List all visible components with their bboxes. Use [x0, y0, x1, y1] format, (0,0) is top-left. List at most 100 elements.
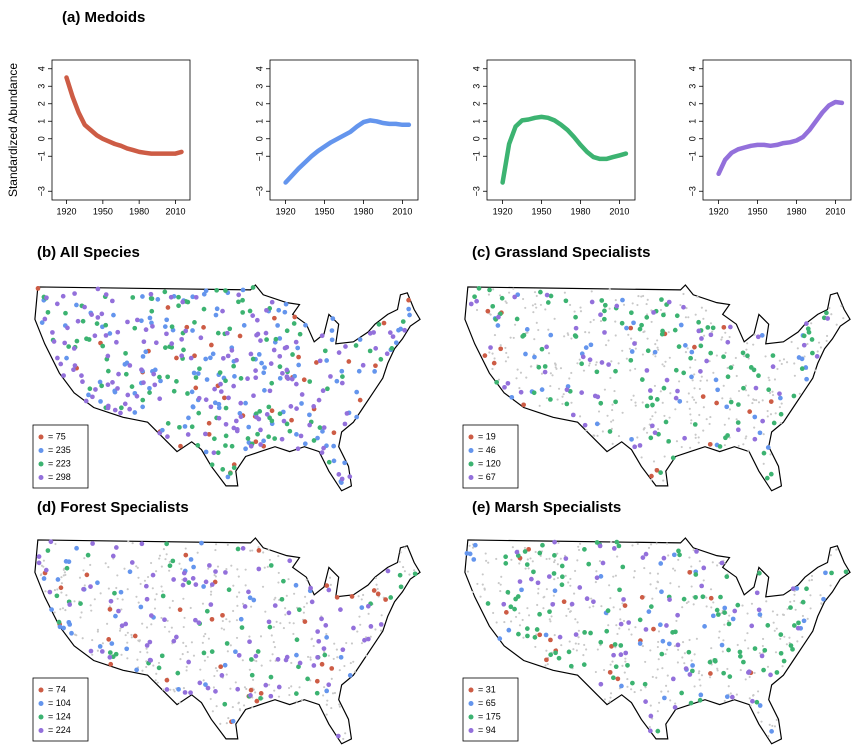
site-point [125, 319, 130, 325]
y-tick-label: 1 [471, 119, 481, 124]
site-point-background [647, 546, 651, 549]
site-point [613, 368, 618, 374]
site-point [320, 428, 325, 434]
site-point [107, 331, 113, 336]
site-point-background [761, 644, 764, 648]
site-point-background [602, 668, 606, 672]
site-point [201, 584, 206, 589]
site-point-background [778, 406, 781, 409]
site-point-background [708, 360, 711, 363]
site-point [671, 552, 677, 558]
site-point [186, 415, 191, 421]
site-point [524, 562, 530, 567]
site-point [65, 325, 70, 331]
site-point [254, 317, 260, 323]
site-point [74, 302, 79, 308]
site-point-background [83, 557, 86, 560]
site-point [190, 576, 196, 581]
site-point [594, 540, 600, 545]
site-point [639, 322, 644, 328]
site-point-background [609, 597, 612, 600]
us-outline [464, 537, 851, 745]
site-point-background [656, 710, 659, 713]
site-point-background [592, 605, 595, 608]
site-point [388, 595, 394, 600]
site-point [667, 597, 672, 602]
site-point-background [621, 664, 624, 667]
site-point [49, 607, 54, 612]
site-point [476, 286, 482, 291]
site-point-background [732, 364, 735, 367]
site-point-background [680, 445, 683, 449]
site-point-background [627, 628, 631, 631]
site-point [294, 432, 299, 437]
site-point [659, 651, 665, 657]
site-point-background [356, 630, 359, 633]
site-point [790, 586, 796, 592]
site-point [127, 569, 133, 575]
site-point-background [556, 552, 559, 555]
site-point [746, 669, 752, 675]
site-point [690, 663, 695, 668]
site-point [623, 650, 629, 656]
site-point [84, 572, 90, 578]
site-point-background [380, 614, 383, 617]
x-tick-label: 1920 [276, 206, 296, 216]
site-point-background [775, 718, 778, 722]
site-point-background [154, 598, 157, 601]
site-point-background [780, 402, 783, 405]
site-point [768, 399, 774, 404]
site-point [747, 409, 753, 414]
site-point [613, 399, 618, 405]
site-point-background [825, 339, 828, 342]
site-point [568, 663, 574, 669]
site-point [246, 589, 251, 595]
site-point [292, 314, 298, 320]
site-point-background [672, 567, 675, 570]
site-point [314, 360, 319, 365]
site-point-background [651, 675, 654, 679]
site-point [258, 691, 264, 696]
site-point-background [232, 584, 235, 587]
legend-swatch [38, 714, 44, 720]
site-point [325, 386, 330, 392]
site-point [321, 425, 327, 430]
site-point-background [228, 620, 231, 623]
site-point [755, 334, 761, 340]
site-point-background [209, 593, 213, 596]
site-point-background [139, 650, 142, 654]
site-point-background [661, 401, 664, 404]
site-point-background [694, 436, 697, 439]
site-point [150, 323, 155, 329]
site-point-background [40, 573, 43, 576]
site-point [485, 308, 491, 314]
site-point-background [290, 685, 293, 688]
site-point [177, 607, 183, 613]
site-point [134, 393, 140, 399]
site-point-background [210, 590, 213, 593]
site-point [245, 376, 250, 382]
site-point-background [137, 576, 140, 579]
site-point-background [497, 378, 501, 381]
site-point [236, 292, 242, 298]
site-point [253, 375, 259, 381]
site-point-background [248, 635, 251, 638]
site-point [144, 596, 150, 602]
site-point [724, 574, 730, 580]
site-point [225, 353, 231, 359]
site-point [112, 590, 117, 596]
site-point-background [612, 575, 615, 578]
site-point [315, 629, 320, 634]
site-point [673, 395, 679, 401]
site-point [735, 602, 741, 608]
site-point [279, 436, 285, 442]
site-point [165, 434, 170, 439]
site-point [584, 596, 590, 602]
site-point [330, 316, 336, 321]
site-point [88, 584, 93, 589]
site-point [347, 474, 353, 479]
site-point-background [686, 400, 689, 403]
site-point [564, 387, 570, 393]
site-point-background [583, 643, 586, 647]
site-point [79, 373, 84, 378]
